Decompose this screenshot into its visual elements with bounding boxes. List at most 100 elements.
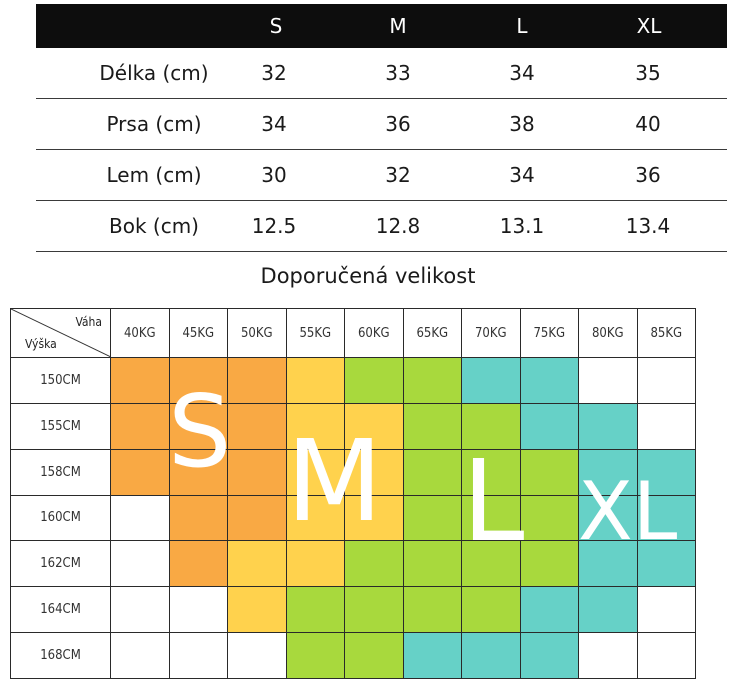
row-label: Bok (cm): [109, 214, 199, 238]
size-fit-cell: [519, 402, 579, 450]
size-fit-cell: [519, 357, 579, 404]
size-fit-cell: [285, 357, 345, 404]
size-fit-cell: [168, 357, 228, 404]
measure-value: 34: [509, 163, 535, 187]
measure-value: 36: [385, 112, 411, 136]
weight-header-cell: 85KG: [636, 308, 696, 358]
weight-header-cell: 45KG: [168, 308, 228, 358]
height-label-cell: 164CM: [10, 586, 111, 634]
row-label: Prsa (cm): [106, 112, 202, 136]
measure-row-side: Bok (cm) 12.5 12.8 13.1 13.4: [36, 201, 727, 252]
size-fit-cell: [168, 494, 228, 542]
measure-value: 13.4: [625, 214, 671, 238]
measure-value: 36: [635, 163, 661, 187]
height-row: 150CM: [10, 357, 696, 404]
size-fit-cell: [227, 586, 287, 634]
size-fit-cell: [344, 540, 404, 588]
size-fit-cell: [344, 586, 404, 634]
measure-value: 30: [261, 163, 287, 187]
size-fit-cell: [519, 586, 579, 634]
height-row: 168CM: [10, 632, 696, 679]
corner-diagonal-line: [11, 309, 110, 357]
size-fit-cell: [636, 632, 696, 679]
size-fit-cell: [636, 540, 696, 588]
corner-height-label: Výška: [25, 337, 57, 351]
size-fit-cell: [285, 494, 345, 542]
weight-header-cell: 55KG: [285, 308, 345, 358]
size-fit-cell: [402, 357, 462, 404]
height-row: 155CM: [10, 402, 696, 450]
measure-row-length: Délka (cm) 32 33 34 35: [36, 48, 727, 99]
measure-row-hem: Lem (cm) 30 32 34 36: [36, 150, 727, 201]
grid-corner-cell: Váha Výška: [10, 308, 111, 358]
size-fit-cell: [402, 402, 462, 450]
weight-header-cell: 60KG: [344, 308, 404, 358]
size-fit-cell: [227, 494, 287, 542]
size-fit-cell: [168, 540, 228, 588]
size-fit-cell: [519, 494, 579, 542]
size-header-l: L: [516, 14, 528, 38]
size-fit-cell: [227, 632, 287, 679]
size-fit-cell: [578, 540, 638, 588]
size-fit-cell: [578, 357, 638, 404]
measure-value: 34: [261, 112, 287, 136]
size-fit-cell: [578, 632, 638, 679]
row-label: Lem (cm): [106, 163, 202, 187]
size-fit-cell: [227, 448, 287, 496]
corner-weight-label: Váha: [75, 315, 102, 329]
height-row: 164CM: [10, 586, 696, 634]
size-fit-cell: [227, 540, 287, 588]
size-fit-cell: [519, 632, 579, 679]
height-row: 162CM: [10, 540, 696, 588]
size-header-m: M: [389, 14, 407, 38]
size-recommendation-grid: Váha Výška 40KG 45KG 50KG 55KG 60KG 65KG 70KG 7…: [10, 308, 696, 679]
size-fit-cell: [461, 357, 521, 404]
measure-value: 12.8: [375, 214, 421, 238]
height-label-cell: 158CM: [10, 448, 111, 496]
height-label-cell: 155CM: [10, 402, 111, 450]
size-fit-cell: [110, 448, 170, 496]
size-header-row: S M L XL: [36, 4, 727, 48]
size-fit-cell: [578, 448, 638, 496]
weight-header-cell: 75KG: [519, 308, 579, 358]
measure-value: 12.5: [251, 214, 297, 238]
size-fit-cell: [285, 540, 345, 588]
height-row: 160CM: [10, 494, 696, 542]
size-fit-cell: [168, 586, 228, 634]
size-fit-cell: [578, 402, 638, 450]
size-fit-cell: [636, 357, 696, 404]
size-fit-cell: [402, 494, 462, 542]
size-measurement-table: S M L XL Délka (cm) 32 33 34 35 Prsa (cm…: [36, 4, 727, 252]
size-fit-cell: [168, 448, 228, 496]
size-fit-cell: [227, 357, 287, 404]
measure-value: 35: [635, 61, 661, 85]
size-fit-cell: [519, 448, 579, 496]
measure-value: 32: [385, 163, 411, 187]
height-label-cell: 150CM: [10, 357, 111, 404]
size-header-xl: XL: [636, 14, 662, 38]
size-fit-cell: [110, 540, 170, 588]
size-fit-cell: [636, 586, 696, 634]
measure-value: 40: [635, 112, 661, 136]
weight-header-cell: 50KG: [227, 308, 287, 358]
measure-value: 13.1: [499, 214, 545, 238]
size-fit-cell: [636, 448, 696, 496]
size-fit-cell: [461, 402, 521, 450]
size-fit-cell: [110, 586, 170, 634]
measure-value: 33: [385, 61, 411, 85]
weight-header-cell: 65KG: [402, 308, 462, 358]
weight-header-cell: 70KG: [461, 308, 521, 358]
size-fit-cell: [110, 402, 170, 450]
size-fit-cell: [461, 632, 521, 679]
measure-row-chest: Prsa (cm) 34 36 38 40: [36, 99, 727, 150]
weight-header-cell: 80KG: [578, 308, 638, 358]
size-fit-cell: [461, 448, 521, 496]
size-fit-cell: [110, 494, 170, 542]
size-fit-cell: [519, 540, 579, 588]
size-fit-cell: [344, 494, 404, 542]
size-fit-cell: [285, 586, 345, 634]
size-fit-cell: [285, 402, 345, 450]
size-fit-cell: [402, 586, 462, 634]
height-label-cell: 168CM: [10, 632, 111, 679]
measure-value: 32: [261, 61, 287, 85]
